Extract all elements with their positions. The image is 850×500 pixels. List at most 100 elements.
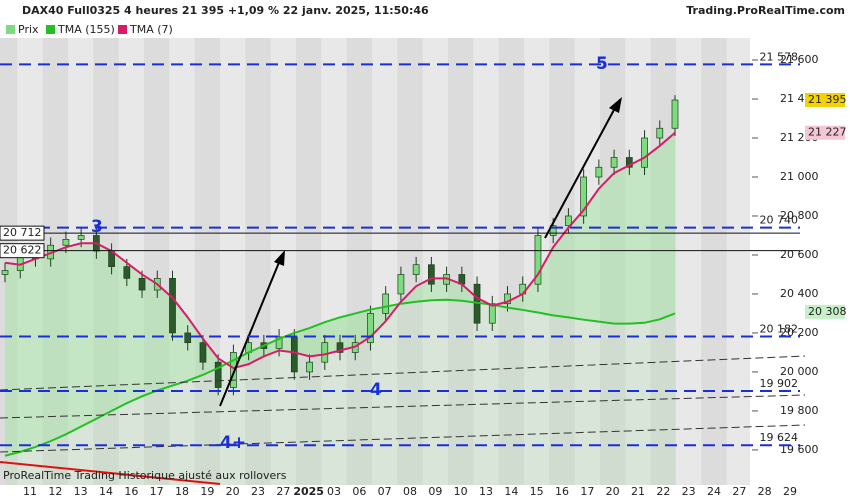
candle-body xyxy=(671,99,679,129)
x-tick-label: 12 xyxy=(48,485,62,498)
tma-line xyxy=(4,131,676,370)
candle-body xyxy=(62,239,70,246)
candle-body xyxy=(625,157,633,168)
day-band xyxy=(574,38,600,485)
x-tick-label: 10 xyxy=(454,485,468,498)
last-value-label: 20 308 xyxy=(808,305,847,318)
legend-label: TMA (7) xyxy=(129,23,173,36)
arrow-head xyxy=(609,97,622,113)
x-tick-label: 27 xyxy=(732,485,746,498)
header-bar xyxy=(0,0,850,22)
y-tick-label: 20 600 xyxy=(780,248,819,261)
legend-swatch xyxy=(118,25,127,34)
annotation: 5 xyxy=(596,54,608,74)
day-band xyxy=(625,38,651,485)
y-tick-label: 20 000 xyxy=(780,365,819,378)
x-tick-label: 13 xyxy=(74,485,88,498)
level-label: 20 622 xyxy=(3,244,42,257)
x-tick-label: 28 xyxy=(758,485,772,498)
day-band xyxy=(676,38,702,485)
legend-swatch xyxy=(6,25,15,34)
x-tick-label: 18 xyxy=(175,485,189,498)
level-label: 19 624 xyxy=(760,431,799,444)
last-value-label: 21 395 xyxy=(808,93,847,106)
day-bands xyxy=(0,38,850,485)
level-box xyxy=(0,225,45,241)
day-band xyxy=(118,38,144,485)
candle-body xyxy=(428,264,435,285)
x-tick-label: 20 xyxy=(606,485,620,498)
lower-area xyxy=(5,299,675,485)
day-band xyxy=(321,38,347,485)
level-label: 21 578 xyxy=(760,50,799,63)
candle-body xyxy=(580,176,587,217)
candle-body xyxy=(610,157,618,168)
x-tick-label: 03 xyxy=(327,485,341,498)
candle-body xyxy=(123,266,131,279)
level-label: 20 182 xyxy=(760,322,799,335)
x-tick-label: 14 xyxy=(504,485,518,498)
arrow xyxy=(219,259,281,407)
candle-body xyxy=(504,293,511,305)
y-tick-label: 19 800 xyxy=(780,404,819,417)
candle-body xyxy=(199,342,207,363)
x-tick-label: 17 xyxy=(150,485,164,498)
x-tick-label: 09 xyxy=(428,485,442,498)
tma-area xyxy=(5,132,675,456)
candle-body xyxy=(138,278,146,291)
candle-body xyxy=(549,225,557,236)
level-box xyxy=(0,243,45,259)
x-tick-label: 23 xyxy=(251,485,265,498)
arrow xyxy=(544,107,616,239)
x-tick-label: 19 xyxy=(200,485,214,498)
candle-body xyxy=(565,215,572,227)
annotation: 4+ xyxy=(220,433,246,453)
legend: Prix TMA (155) TMA (7) xyxy=(6,23,173,36)
last-value-label: 21 227 xyxy=(808,126,847,139)
x-tick-label: 23 xyxy=(682,485,696,498)
x-tick-label: 22 xyxy=(656,485,670,498)
day-band xyxy=(726,38,752,485)
tma-line xyxy=(4,298,676,457)
y-tick-label: 21 600 xyxy=(780,53,819,66)
candle-body xyxy=(306,361,313,373)
legend-label: Prix xyxy=(18,23,39,36)
annotation: 4 xyxy=(370,380,382,400)
day-band xyxy=(473,38,499,485)
footer: ProRealTime Trading Historique ajusté au… xyxy=(3,469,287,482)
x-tick-label: 2025 xyxy=(293,485,324,498)
trendline-red xyxy=(0,461,221,485)
x-tick-label: 16 xyxy=(124,485,138,498)
x-tick-label: 15 xyxy=(530,485,544,498)
candle-body xyxy=(641,137,648,168)
last-value-tag xyxy=(805,304,845,319)
x-tick-label: 29 xyxy=(783,485,797,498)
day-band xyxy=(422,38,448,485)
x-tick-label: 27 xyxy=(276,485,290,498)
candle-body xyxy=(397,274,405,295)
level-label: 20 712 xyxy=(3,226,42,239)
candle-body xyxy=(77,235,85,240)
candle-body xyxy=(184,332,192,344)
legend-swatch xyxy=(46,25,55,34)
level-label: 20 740 xyxy=(760,214,799,227)
trendline xyxy=(0,424,806,453)
candle-body xyxy=(336,342,344,353)
candle-body xyxy=(214,361,222,388)
candle-body xyxy=(169,278,176,334)
y-tick-label: 21 000 xyxy=(780,170,819,183)
candle-body xyxy=(534,235,542,285)
x-tick-label: 14 xyxy=(99,485,113,498)
day-band xyxy=(68,38,94,485)
x-tick-label: 06 xyxy=(352,485,366,498)
candle-body xyxy=(290,336,298,373)
candle-body xyxy=(321,342,329,363)
day-band xyxy=(372,38,398,485)
day-band xyxy=(220,38,246,485)
x-tick-label: 21 xyxy=(631,485,645,498)
candle-body xyxy=(275,336,283,349)
day-band xyxy=(169,38,195,485)
x-tick-label: 16 xyxy=(555,485,569,498)
level-label: 19 902 xyxy=(760,377,799,390)
candle-body xyxy=(412,264,420,275)
